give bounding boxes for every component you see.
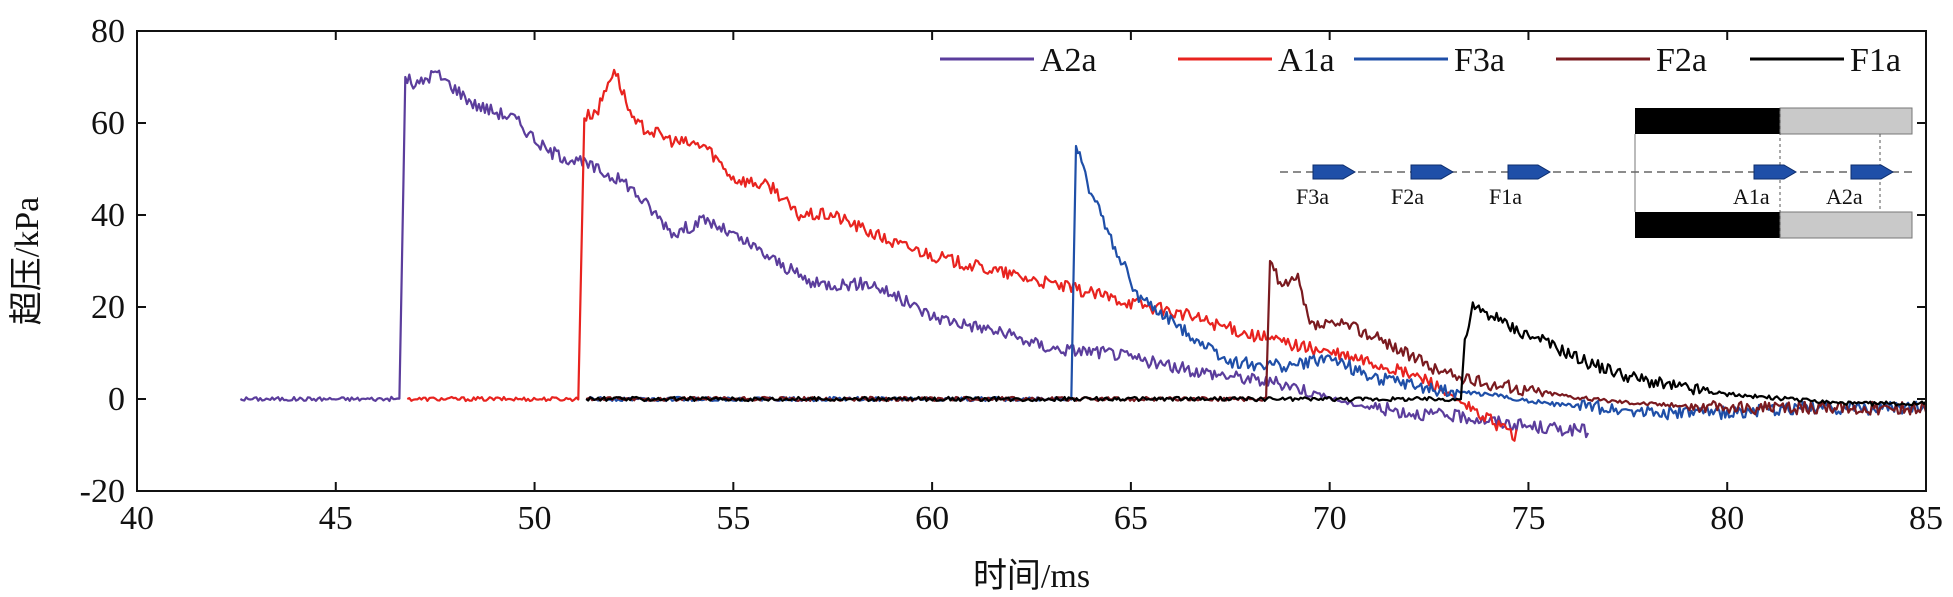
gauge-label: F1a [1489, 184, 1522, 209]
y-tick-label: -20 [80, 473, 125, 510]
tick-labels: 40 45 50 55 60 65 70 75 80 85 -20 0 20 40 60 80 [80, 13, 1943, 537]
y-tick-label: 80 [91, 13, 125, 50]
gauge-label: A2a [1826, 184, 1863, 209]
legend-label: F3a [1454, 42, 1505, 79]
y-tick-label: 0 [108, 381, 125, 418]
gauge-marker [1507, 164, 1551, 180]
x-tick-label: 85 [1909, 500, 1943, 537]
legend-label: A2a [1040, 42, 1097, 79]
series-lines [239, 68, 1928, 442]
x-tick-label: 40 [120, 500, 154, 537]
x-axis-title: 时间/ms [973, 558, 1090, 595]
x-tick-label: 70 [1313, 500, 1347, 537]
x-tick-label: 50 [518, 500, 552, 537]
y-axis-title: 超压/kPa [9, 197, 46, 325]
x-tick-label: 55 [716, 500, 750, 537]
y-tick-label: 60 [91, 105, 125, 142]
gauge-label: A1a [1733, 184, 1770, 209]
legend-label: F2a [1656, 42, 1707, 79]
gauge-marker [1410, 164, 1454, 180]
x-tick-label: 65 [1114, 500, 1148, 537]
gauge-label: F3a [1296, 184, 1329, 209]
legend-label: A1a [1278, 42, 1335, 79]
gauge-marker [1312, 164, 1356, 180]
sensor-layout-inset: F3a F2a F1a A1a A2a [1276, 107, 1913, 239]
gauge-label: F2a [1391, 184, 1424, 209]
inset-gauges: F3a F2a F1a A1a A2a [1296, 164, 1894, 209]
gauge-marker [1753, 164, 1797, 180]
x-tick-label: 60 [915, 500, 949, 537]
legend: A2a A1a F3a F2a F1a [940, 42, 1901, 79]
series-line-f1a [585, 301, 1927, 407]
series-line-a2a [239, 69, 1590, 439]
x-tick-label: 45 [319, 500, 353, 537]
y-tick-label: 40 [91, 197, 125, 234]
inset-tube-top-light [1779, 107, 1913, 135]
inset-tube-bottom-light [1779, 211, 1913, 239]
inset-tube-top-dark [1635, 108, 1780, 134]
series-line-a1a [406, 68, 1518, 442]
legend-label: F1a [1850, 42, 1901, 79]
inset-tube-bottom-dark [1635, 212, 1780, 238]
x-tick-label: 75 [1511, 500, 1545, 537]
y-tick-label: 20 [91, 289, 125, 326]
plot-frame [136, 30, 1927, 492]
x-tick-label: 80 [1710, 500, 1744, 537]
axis-ticks [136, 30, 1927, 492]
gauge-marker [1850, 164, 1894, 180]
